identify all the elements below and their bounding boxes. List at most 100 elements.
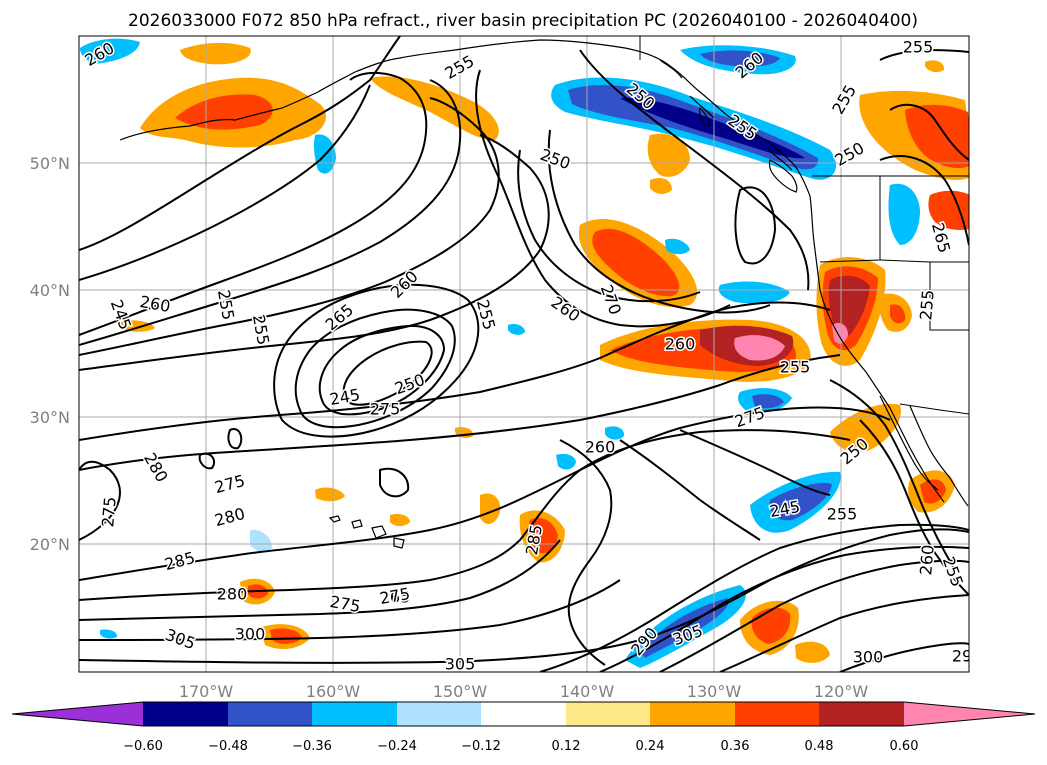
contour-line [79, 406, 891, 581]
contour-line [79, 460, 121, 541]
shade-east-positive [928, 190, 969, 230]
coast-bc-islands [659, 59, 793, 171]
coast-baja [879, 395, 939, 491]
contour-line [879, 49, 969, 61]
coast-hawaii-1 [328, 515, 341, 523]
contour-line [342, 340, 433, 406]
contour-label-group: 305 [443, 653, 477, 672]
colorbar-cell [481, 702, 566, 726]
colorbar-tick-label: −0.36 [292, 739, 332, 754]
contour-label: 300 [853, 648, 884, 667]
shade-small-positive-2 [390, 513, 410, 527]
contour-line [79, 134, 550, 371]
contour-label-group: 255 [778, 356, 812, 378]
contour-label: 255 [780, 358, 811, 377]
contour-label: 255 [916, 289, 938, 321]
shade-canada-positive-core [905, 104, 969, 168]
colorbar-cell [735, 702, 819, 726]
lat-label: 30°N [30, 408, 70, 427]
contour-label: 255 [827, 505, 858, 524]
shade-small-negative-2 [556, 453, 576, 470]
coast-hawaii-3 [371, 525, 387, 539]
contour-label-group: 275 [368, 398, 402, 420]
coast-hawaii-2 [351, 519, 363, 529]
contour-line [79, 72, 428, 336]
shade-sw-positive-pink [734, 335, 785, 361]
contour-line [879, 155, 969, 246]
contour-label: 275 [370, 400, 401, 419]
shade-small-positive-6 [650, 178, 672, 194]
contour-line [79, 84, 371, 281]
shade-bc-negative-north-core [700, 50, 780, 67]
contour-line [547, 129, 771, 314]
colorbar-cell [312, 702, 397, 726]
contour-line [889, 103, 969, 161]
shade-small-positive-4 [120, 320, 155, 332]
lat-label: 50°N [30, 154, 70, 173]
contour-line [294, 308, 456, 429]
colorbar-tick-label: −0.12 [461, 739, 501, 754]
coastlines [119, 39, 969, 549]
contour-line [719, 594, 969, 672]
contour-line [734, 186, 777, 265]
contour-label-group: 255 [825, 503, 859, 525]
coast-hawaii-4 [393, 537, 405, 549]
contour-line [619, 439, 761, 541]
contour-label: 260 [585, 438, 616, 457]
lon-label: 140°W [560, 682, 615, 701]
contour-label: 260 [665, 335, 696, 354]
contour-line [859, 419, 969, 596]
shade-tropic-positive-4 [480, 493, 501, 524]
contour-line [659, 559, 969, 672]
contour-line [79, 79, 462, 346]
contour-line [379, 467, 410, 498]
shade-offshore-negative-1 [718, 281, 790, 304]
shade-nw-negative [80, 38, 140, 64]
shade-offshore-negative-2-core [752, 394, 784, 409]
contour-label: 300 [235, 625, 266, 644]
lon-label: 160°W [306, 682, 361, 701]
shade-coast-positive-orange [647, 133, 690, 177]
contour-line [599, 545, 969, 672]
contour-line [679, 429, 831, 496]
coast-haida-gwaii [699, 106, 711, 127]
contour-label: 265 [380, 588, 411, 607]
colorbar-tick-label: −0.24 [377, 739, 417, 754]
shade-bc-negative-core [620, 97, 805, 159]
colorbar-cell [819, 702, 904, 726]
contour-line [79, 36, 401, 251]
contour-label-group: 260 [663, 333, 697, 355]
contour-label-group: 260 [915, 542, 940, 577]
shade-alaska-positive-core [175, 94, 273, 130]
shade-baja-negative-core [769, 482, 832, 521]
colorbar-tick-label: 0.36 [721, 739, 750, 754]
shade-california-positive-pink [832, 323, 848, 344]
shade-small-negative-7 [508, 323, 525, 335]
shade-small-negative-4 [250, 529, 272, 552]
shade-tropic-positive-2 [795, 641, 830, 663]
contour-line [829, 379, 956, 571]
colorbar-outline [11, 701, 1036, 727]
contour-label-group: 300 [851, 646, 885, 668]
contour-label-group: 255 [915, 287, 940, 322]
lat-label: 20°N [30, 535, 70, 554]
colorbar-cell [228, 702, 312, 726]
contour-label: 255 [903, 38, 934, 57]
contour-label: 280 [217, 585, 248, 604]
contour-line [579, 49, 810, 291]
shade-mexico-positive-red [920, 479, 946, 504]
contour-line [273, 283, 480, 438]
shade-small-negative-3 [605, 426, 625, 440]
coast-aleutians [119, 49, 456, 141]
contour-line [559, 439, 613, 666]
contour-label: 29 [952, 647, 972, 666]
contour-line [198, 452, 216, 470]
coast-gulf-california [909, 405, 969, 507]
contour-line [79, 579, 621, 641]
lon-label: 170°W [179, 682, 234, 701]
contour-label-group: 300 [233, 623, 267, 645]
coast-alaska-gulf [454, 39, 811, 197]
contour-label: 260 [916, 544, 938, 576]
